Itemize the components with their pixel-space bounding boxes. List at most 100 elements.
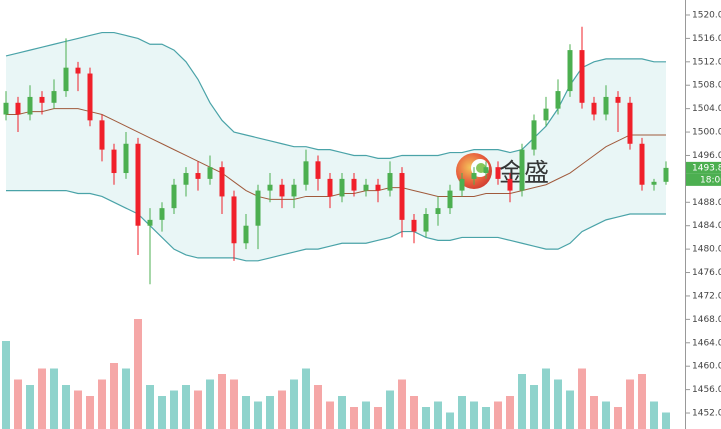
volume-bar: [506, 396, 514, 429]
y-tick-label: 1468.00: [692, 315, 721, 325]
candle-body: [639, 143, 645, 185]
band-lower: [6, 189, 666, 262]
volume-bar: [386, 390, 394, 429]
candle-body: [603, 96, 609, 115]
candle-body: [75, 67, 81, 74]
candle-body: [15, 102, 21, 115]
candle-body: [219, 167, 225, 197]
candle-body: [531, 120, 537, 150]
candle-layer: [3, 26, 669, 285]
y-tick-label: 1452.00: [692, 409, 721, 419]
volume-bar: [362, 401, 370, 429]
candle-body: [543, 108, 549, 121]
volume-bar: [278, 390, 286, 429]
candle-body: [579, 50, 585, 103]
volume-bar: [302, 368, 310, 429]
volume-bar: [578, 368, 586, 429]
volume-bar: [62, 385, 70, 429]
volume-bar: [206, 379, 214, 429]
price-axis: 1452.00 1456.00 1460.00 1464.00 1468.00 1472.…: [685, 10, 721, 419]
candle-body: [87, 73, 93, 121]
candle-body: [495, 167, 501, 179]
candle-body: [471, 173, 477, 179]
candle-body: [375, 184, 381, 191]
candle-body: [615, 96, 621, 103]
volume-bar: [14, 379, 22, 429]
candle-body: [255, 190, 261, 226]
candle-body: [351, 178, 357, 191]
candle-body: [627, 102, 633, 144]
volume-bar: [74, 390, 82, 429]
last-price-label: 1493.88: [692, 163, 721, 173]
volume-bar: [650, 401, 658, 429]
volume-bar: [434, 401, 442, 429]
volume-bar: [98, 379, 106, 429]
y-tick-label: 1512.00: [692, 57, 721, 67]
volume-bar: [398, 379, 406, 429]
candle-body: [3, 102, 9, 115]
candle-body: [327, 178, 333, 197]
volume-bar: [182, 385, 190, 429]
volume-bar: [134, 319, 142, 429]
y-tick-label: 1460.00: [692, 362, 721, 372]
candle-body: [339, 178, 345, 197]
volume-bar: [170, 390, 178, 429]
volume-bar: [122, 368, 130, 429]
candle-body: [363, 184, 369, 191]
candle-body: [435, 208, 441, 215]
volume-bar: [422, 407, 430, 429]
candle-body: [303, 161, 309, 185]
candle-body: [147, 219, 153, 226]
volume-bar: [194, 390, 202, 429]
volume-bar: [158, 396, 166, 429]
volume-bar: [50, 368, 58, 429]
volume-bar: [410, 396, 418, 429]
candle-body: [207, 167, 213, 179]
volume-layer: [2, 319, 670, 429]
volume-bar: [350, 407, 358, 429]
watermark: 金盛: [456, 153, 549, 189]
candle-body: [39, 96, 45, 103]
candle-body: [291, 184, 297, 197]
volume-bar: [662, 412, 670, 429]
volume-bar: [326, 401, 334, 429]
candle-body: [243, 225, 249, 244]
candle-body: [483, 167, 489, 174]
volume-bar: [86, 396, 94, 429]
y-tick-label: 1516.00: [692, 34, 721, 44]
candle-body: [591, 102, 597, 115]
volume-bar: [314, 385, 322, 429]
volume-bar: [290, 379, 298, 429]
countdown-label: 18:00: [700, 175, 721, 185]
volume-bar: [518, 374, 526, 429]
candle-body: [135, 143, 141, 226]
band-middle: [6, 108, 666, 200]
candle-body: [423, 214, 429, 232]
candle-body: [459, 178, 465, 191]
volume-bar: [458, 396, 466, 429]
candle-body: [663, 167, 669, 182]
candle-body: [411, 219, 417, 232]
y-tick-label: 1472.00: [692, 291, 721, 301]
candle-body: [651, 181, 657, 185]
volume-bar: [602, 401, 610, 429]
volume-bar: [26, 385, 34, 429]
candle-body: [519, 149, 525, 191]
y-tick-label: 1464.00: [692, 338, 721, 348]
volume-bar: [482, 407, 490, 429]
volume-bar: [566, 390, 574, 429]
candle-body: [231, 196, 237, 244]
volume-bar: [494, 401, 502, 429]
volume-bar: [338, 396, 346, 429]
candle-body: [567, 50, 573, 92]
candle-body: [123, 143, 129, 174]
volume-bar: [530, 385, 538, 429]
last-price-box: [686, 161, 721, 174]
y-tick-label: 1500.00: [692, 128, 721, 138]
candle-body: [507, 178, 513, 191]
y-tick-label: 1508.00: [692, 81, 721, 91]
volume-bar: [614, 407, 622, 429]
volume-bar: [446, 412, 454, 429]
